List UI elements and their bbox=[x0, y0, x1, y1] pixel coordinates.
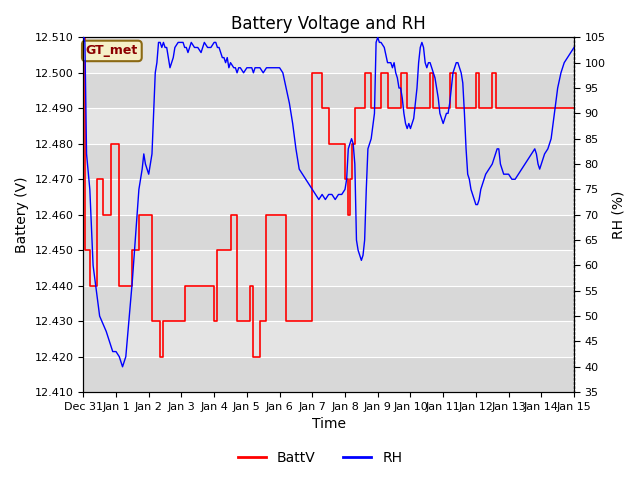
Bar bbox=[83, 144, 574, 179]
Bar bbox=[83, 179, 574, 215]
Bar bbox=[83, 321, 574, 357]
Y-axis label: RH (%): RH (%) bbox=[611, 191, 625, 239]
Bar bbox=[83, 37, 574, 73]
Bar bbox=[83, 215, 574, 250]
Bar bbox=[83, 108, 574, 144]
Text: GT_met: GT_met bbox=[86, 45, 138, 58]
Bar bbox=[83, 250, 574, 286]
Bar bbox=[83, 73, 574, 108]
Y-axis label: Battery (V): Battery (V) bbox=[15, 177, 29, 253]
Title: Battery Voltage and RH: Battery Voltage and RH bbox=[231, 15, 426, 33]
X-axis label: Time: Time bbox=[312, 418, 346, 432]
Legend: BattV, RH: BattV, RH bbox=[232, 445, 408, 471]
Bar bbox=[83, 357, 574, 392]
Bar bbox=[83, 286, 574, 321]
